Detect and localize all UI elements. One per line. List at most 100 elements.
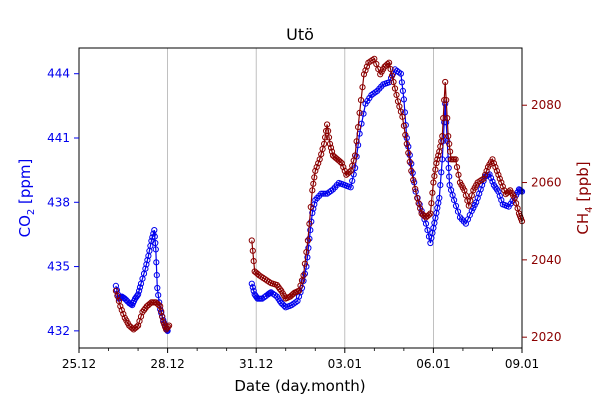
data-point [517,187,525,194]
data-point [355,142,362,149]
data-point [318,190,325,197]
data-point [165,323,172,330]
data-point [326,140,334,147]
series-ch4 [112,55,526,333]
data-point [149,234,156,241]
data-point [487,174,495,182]
y-right-tick-label: 2080 [531,98,562,112]
data-point [152,239,159,247]
data-point [430,179,437,186]
data-point [439,133,446,140]
data-point [493,167,500,174]
data-point [360,71,368,78]
y-left-tick-label: 441 [47,131,70,145]
data-point [400,96,407,103]
data-point [346,169,353,176]
y-axis-right-title-sub: 4 [584,206,595,212]
data-point [325,134,333,141]
data-point [322,190,329,197]
data-point [340,164,347,171]
data-point [136,284,144,291]
data-point [422,220,430,227]
data-point [151,233,158,240]
data-point [400,122,407,129]
data-point [386,59,393,66]
data-point [399,87,406,95]
data-point [446,140,453,147]
data-point [118,307,125,314]
data-point [323,127,330,135]
data-point [444,115,451,122]
data-point [496,175,503,182]
data-point [443,97,450,104]
y-axis-right-title-unit: [ppb] [574,161,592,206]
data-point [312,167,319,174]
data-point [384,60,391,68]
data-point [353,138,360,145]
data-point [482,171,489,178]
data-point [437,182,444,189]
data-point [322,134,329,141]
data-point [153,259,160,266]
y-axis-left-title: CO2 [ppm] [16,159,37,238]
data-point [327,144,335,151]
y-axis-right: 2020 2040 2060 2080 [522,98,562,344]
data-point [311,174,318,181]
data-point [387,66,394,73]
data-point [300,272,307,279]
data-point [489,178,496,185]
data-point [408,167,415,174]
data-point [492,164,499,171]
data-point [248,280,255,287]
y-axis-left-title-base: CO [16,215,34,237]
data-point [338,160,345,167]
data-point [452,202,460,209]
data-point [432,166,439,173]
x-tick-label: 28.12 [150,357,184,371]
data-point [304,237,311,244]
y-axis-left-title-unit: [ppm] [16,159,34,209]
data-point [412,185,419,193]
data-point [424,227,431,234]
y-left-tick-label: 444 [47,67,70,81]
data-point [468,207,475,214]
data-point [398,79,405,86]
data-point [403,140,410,147]
series-line [251,68,523,308]
data-point [406,158,413,165]
data-point [135,291,142,298]
plot-frame [78,47,523,349]
data-point [248,237,255,244]
data-point [315,160,322,167]
data-point [301,260,308,267]
data-point [142,265,149,272]
data-point [455,171,462,178]
data-point [371,55,378,62]
data-point [155,301,162,309]
data-point [303,249,310,256]
data-point [428,200,435,207]
data-point [136,287,143,294]
y-left-tick-label: 438 [47,195,70,209]
y-right-tick-label: 2020 [531,330,562,344]
data-point [373,60,380,68]
data-point [301,270,308,277]
data-point [498,179,505,186]
data-point [357,97,365,104]
x-tick-label: 09.01 [505,357,539,371]
data-point [249,284,256,291]
data-point [309,187,316,194]
plot-series [112,55,526,334]
data-point [447,148,454,155]
data-point [495,171,502,178]
data-point [152,246,159,253]
data-point [440,115,447,122]
data-point [454,208,462,215]
data-point [166,322,173,329]
data-point [445,133,452,140]
data-point [133,323,140,330]
x-tick-label: 31.12 [239,357,273,371]
data-point [441,97,448,104]
data-point [325,127,332,135]
data-point [150,230,157,237]
